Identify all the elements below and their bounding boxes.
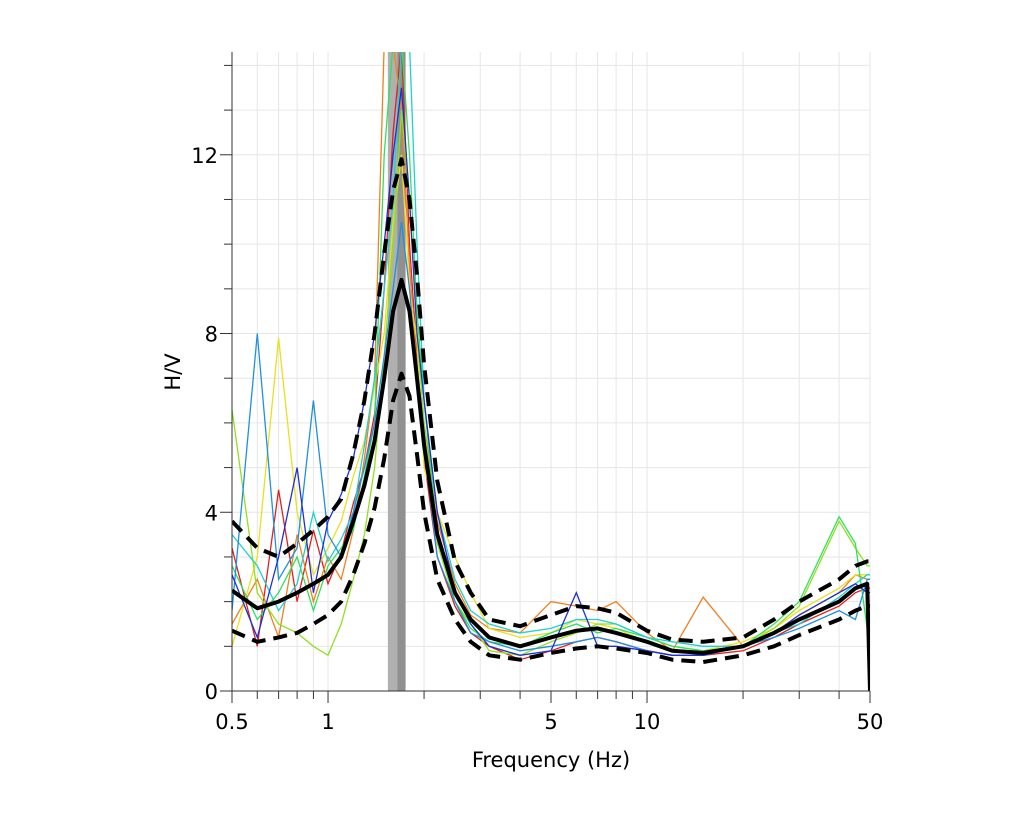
axes: 0.5 1 5 10 50 0 4 8 12	[191, 52, 883, 734]
y-tick-label: 8	[205, 323, 218, 347]
y-tick-label: 4	[205, 501, 218, 525]
x-tick-label: 5	[544, 710, 557, 734]
x-tick-label: 10	[634, 710, 661, 734]
y-tick-label: 0	[205, 680, 218, 704]
mean-curve	[232, 277, 870, 691]
std-lower-curve	[232, 371, 870, 664]
statistic-curves	[232, 157, 870, 691]
std-upper-curve	[232, 157, 870, 644]
x-tick-label: 1	[321, 710, 334, 734]
peak-band-inner	[397, 52, 406, 691]
y-axis-title: H/V	[161, 353, 185, 391]
x-tick-label: 0.5	[215, 710, 248, 734]
x-tick-label: 50	[857, 710, 884, 734]
grid	[231, 52, 871, 691]
y-tick-label: 12	[191, 144, 218, 168]
x-axis-title: Frequency (Hz)	[472, 748, 630, 772]
